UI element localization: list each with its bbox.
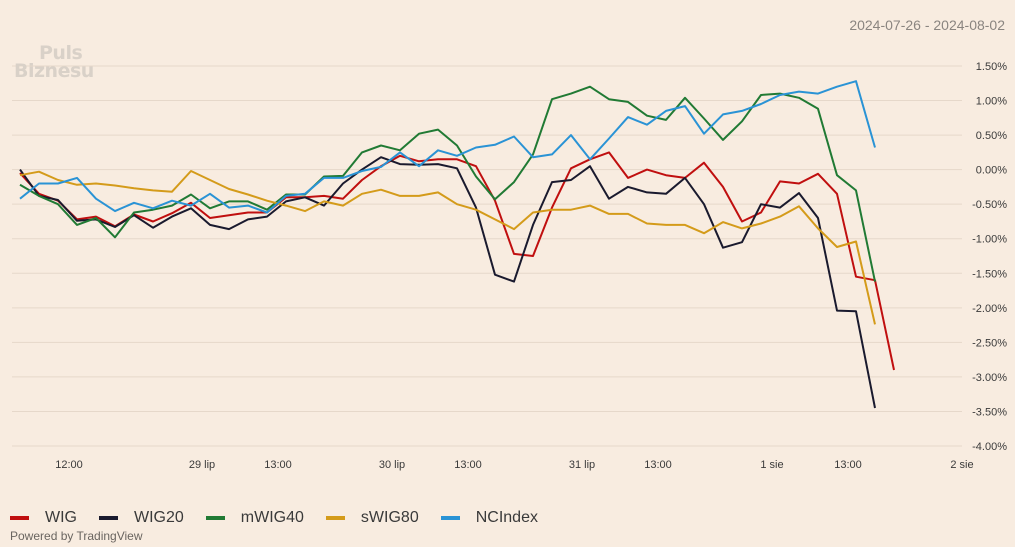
- x-tick-label: 31 lip: [569, 459, 595, 471]
- y-tick-label: 0.00%: [976, 165, 1007, 177]
- x-tick-label: 12:00: [55, 459, 83, 471]
- series-line-swig80: [19, 170, 876, 325]
- y-tick-label: -0.50%: [972, 199, 1007, 211]
- legend-label: WIG20: [134, 509, 184, 526]
- x-tick-label: 2 sie: [950, 459, 973, 471]
- logo-line-1: Puls: [39, 42, 83, 64]
- x-tick-label: 13:00: [454, 459, 482, 471]
- y-tick-label: -2.00%: [972, 303, 1007, 315]
- legend-label: NCIndex: [475, 509, 538, 526]
- legend-swatch: [99, 516, 118, 520]
- y-axis-tick-labels: 1.50% 1.00% 0.50% 0.00% -0.50% -1.00% -1.50% -2…: [972, 61, 1007, 453]
- y-tick-label: 1.00%: [976, 96, 1007, 108]
- legend-label: sWIG80: [360, 509, 419, 526]
- date-range-label: 2024-07-26 - 2024-08-02: [849, 17, 1005, 33]
- powered-by-tradingview[interactable]: Powered by TradingView: [10, 529, 143, 543]
- y-tick-label: -2.50%: [972, 337, 1007, 349]
- x-axis-tick-labels: 12:00 29 lip 13:00 30 lip 13:00 31 lip 13:00 1 …: [55, 459, 973, 471]
- legend-label: WIG: [45, 509, 77, 526]
- legend-swatch: [10, 516, 29, 520]
- legend-swatch: [325, 516, 345, 520]
- y-tick-label: -1.00%: [972, 234, 1007, 246]
- chart-legend: WIG WIG20 mWIG40 sWIG80 NCIndex: [10, 509, 560, 527]
- series-line-wig: [19, 151, 895, 371]
- grid-lines: [12, 65, 962, 447]
- y-tick-label: -3.00%: [972, 372, 1007, 384]
- y-tick-label: -3.50%: [972, 406, 1007, 418]
- series-lines: [19, 80, 895, 409]
- legend-item-ncindex[interactable]: NCIndex: [440, 509, 538, 527]
- logo-line-2: Biznesu: [14, 60, 94, 82]
- legend-item-wig[interactable]: WIG: [10, 509, 77, 527]
- legend-swatch: [440, 516, 460, 520]
- x-tick-label: 13:00: [834, 459, 862, 471]
- legend-label: mWIG40: [240, 509, 304, 526]
- legend-item-swig80[interactable]: sWIG80: [325, 509, 419, 527]
- legend-item-mwig40[interactable]: mWIG40: [205, 509, 304, 527]
- y-tick-label: -1.50%: [972, 268, 1007, 280]
- puls-biznesu-logo: Puls Biznesu: [14, 42, 124, 82]
- x-tick-label: 13:00: [644, 459, 672, 471]
- series-line-mwig40: [19, 85, 876, 282]
- legend-swatch: [205, 516, 225, 520]
- x-tick-label: 30 lip: [379, 459, 405, 471]
- y-tick-label: -4.00%: [972, 441, 1007, 453]
- y-tick-label: 1.50%: [976, 61, 1007, 73]
- x-tick-label: 29 lip: [189, 459, 215, 471]
- legend-item-wig20[interactable]: WIG20: [99, 509, 184, 527]
- x-tick-label: 13:00: [264, 459, 292, 471]
- series-line-ncindex: [19, 80, 876, 214]
- series-line-wig20: [19, 156, 876, 409]
- y-tick-label: 0.50%: [976, 130, 1007, 142]
- x-tick-label: 1 sie: [760, 459, 783, 471]
